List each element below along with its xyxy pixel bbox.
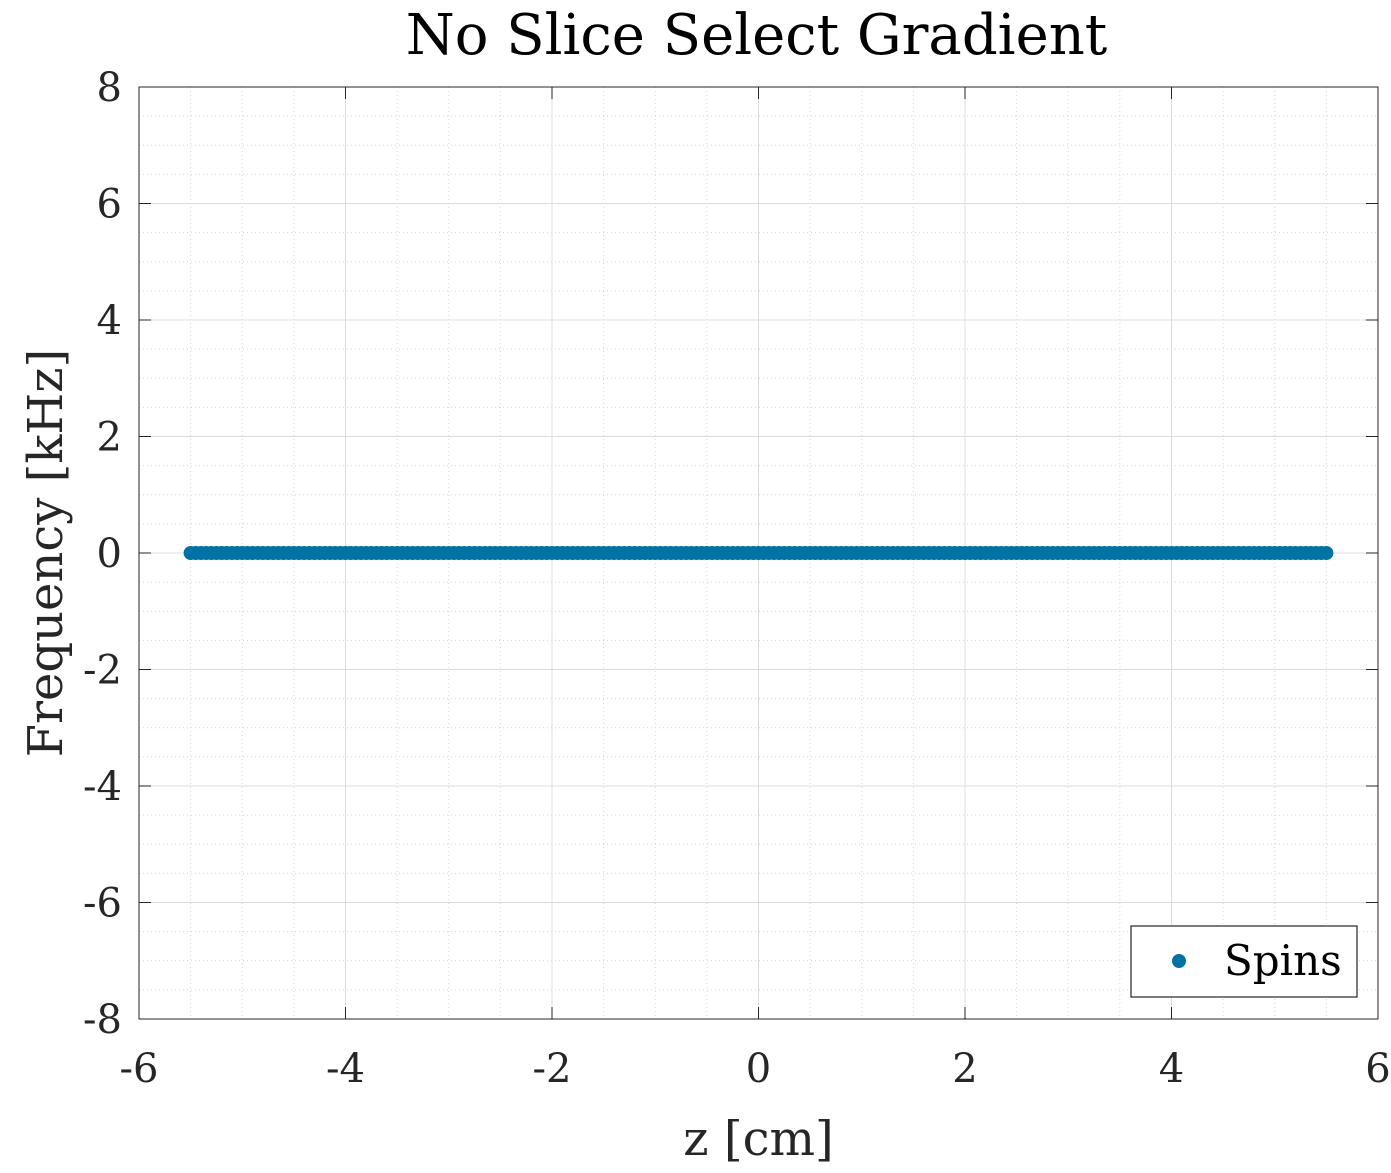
legend-entry-spins: Spins — [1224, 936, 1342, 985]
data-point — [1319, 546, 1334, 560]
x-tick-label: 4 — [1159, 1046, 1184, 1092]
y-tick-label: -6 — [83, 881, 122, 927]
y-tick-label: 4 — [97, 298, 122, 344]
x-tick-label: 0 — [746, 1046, 771, 1092]
chart-title: No Slice Select Gradient — [406, 3, 1108, 68]
axis-ticks — [138, 86, 1379, 1020]
y-tick-label: 2 — [97, 415, 122, 461]
series-spins — [183, 546, 1334, 560]
y-tick-label: -2 — [83, 648, 122, 694]
x-axis-label: z [cm] — [683, 1111, 833, 1167]
legend-box — [1130, 925, 1358, 998]
y-axis-label: Frequency [kHz] — [18, 349, 74, 758]
legend-marker-spins — [1172, 954, 1186, 968]
x-tick-label: -6 — [120, 1046, 159, 1092]
x-tick-label: 2 — [952, 1046, 977, 1092]
y-tick-label: 0 — [97, 531, 122, 577]
x-tick-label: 6 — [1365, 1046, 1390, 1092]
y-tick-label: 6 — [97, 182, 122, 228]
x-tick-label: -4 — [326, 1046, 365, 1092]
y-tick-label: -8 — [83, 997, 122, 1043]
legend: Spins — [1130, 925, 1358, 998]
y-tick-label: 8 — [97, 65, 122, 111]
y-tick-label: -4 — [83, 764, 122, 810]
x-tick-label: -2 — [533, 1046, 572, 1092]
